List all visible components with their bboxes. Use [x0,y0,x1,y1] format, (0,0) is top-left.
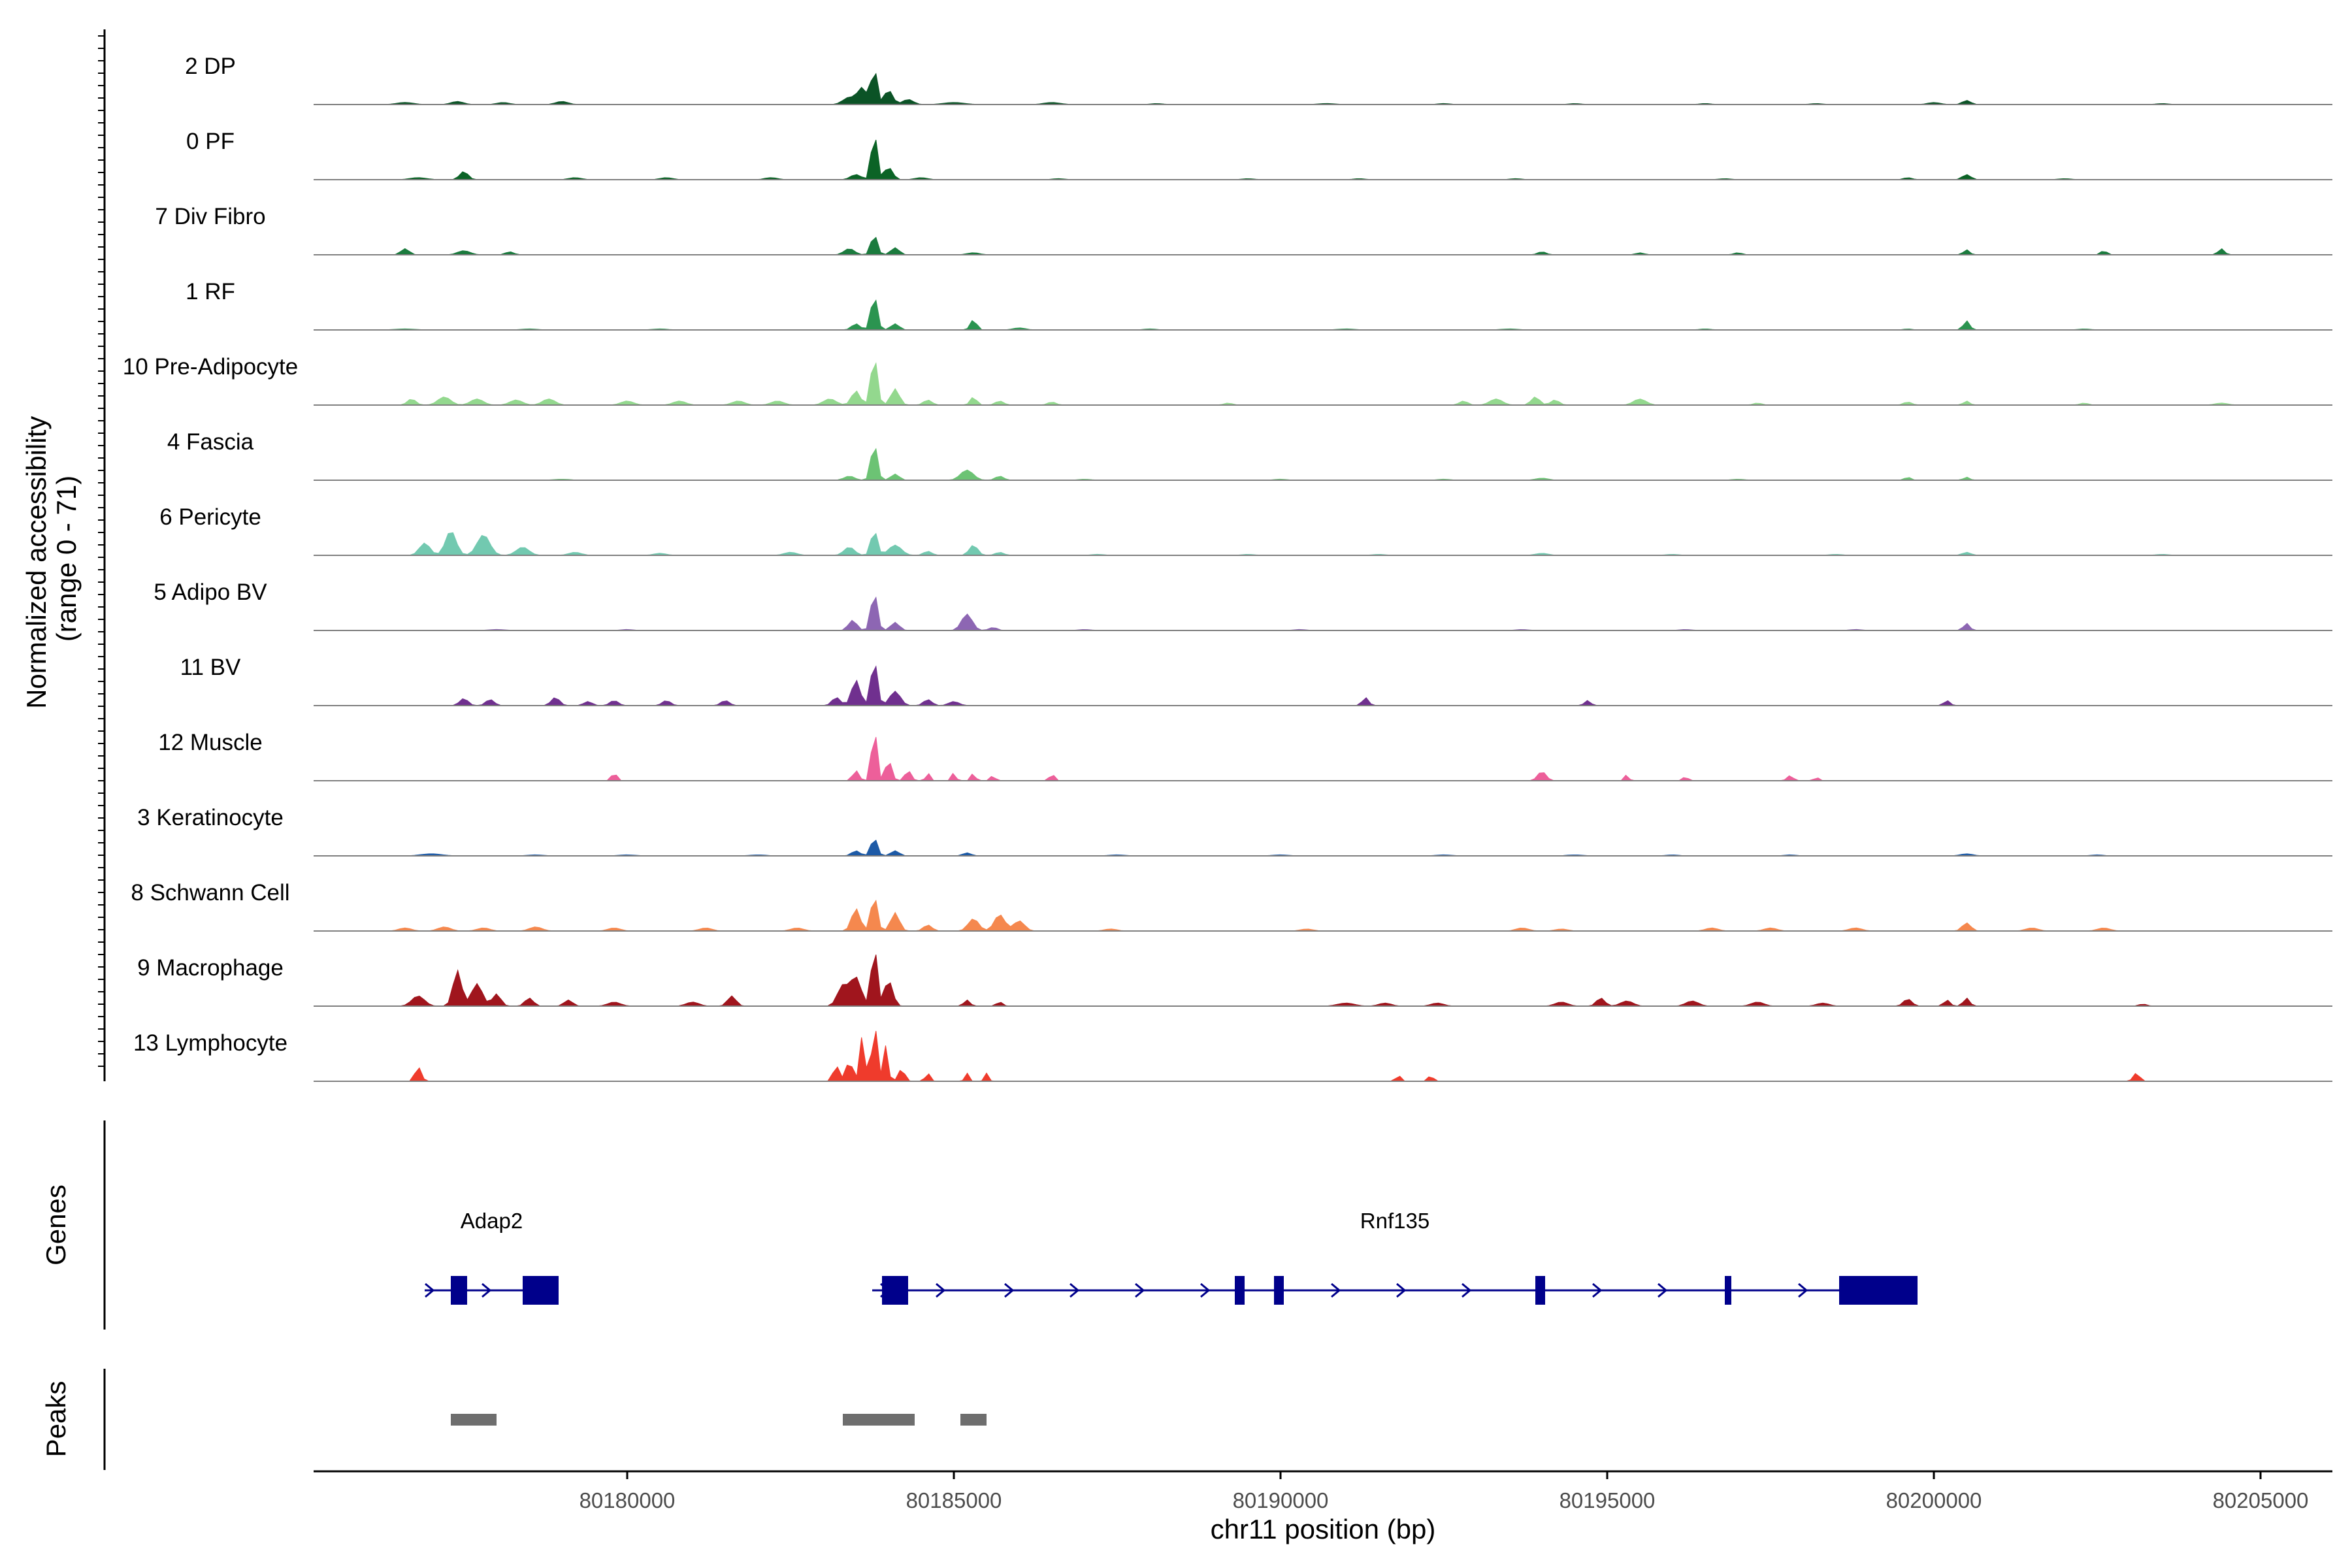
track-label: 6 Pericyte [159,504,261,530]
x-axis-ticks: 80180000 80185000 80190000 80195000 80200000… [580,1471,2309,1512]
strand-arrow [1396,1282,1407,1298]
gene-rnf135: Rnf135 [872,1209,1918,1305]
x-tick-label: 80180000 [580,1488,676,1512]
x-tick-label: 80190000 [1233,1488,1329,1512]
strand-arrow [1592,1282,1603,1298]
x-tick-label: 80205000 [2213,1488,2309,1512]
strand-arrow [1200,1282,1211,1298]
peak-region [960,1414,987,1426]
track-label: 7 Div Fibro [155,204,265,229]
strand-arrow [936,1282,946,1298]
track-label: 10 Pre-Adipocyte [123,354,298,380]
strand-arrow [482,1282,492,1298]
gene-label: Adap2 [461,1209,523,1233]
track-label: 1 RF [186,279,235,304]
x-axis: 80180000 80185000 80190000 80195000 80200000… [314,1470,2332,1544]
peak-region [843,1414,915,1426]
y-axis-title: Normalized accessibility (range 0 - 71) [21,408,82,709]
track-9-macrophage: 9 Macrophage [137,955,2332,1007]
track-label: 8 Schwann Cell [131,880,289,906]
exon [1839,1276,1918,1305]
track-label: 13 Lymphocyte [133,1030,287,1056]
peaks-panel: Peaks [41,1369,987,1470]
coverage-tracks: 2 DP 0 PF 7 Div Fibro 1 RF 10 Pre-Adipocyte 4… [123,54,2332,1082]
track-5-adipo-bv: 5 Adipo BV [154,580,2332,631]
track-label: 9 Macrophage [137,955,284,981]
y-axis-ticks [98,35,105,1067]
axes: Normalized accessibility (range 0 - 71) [21,29,106,1081]
strand-arrow [1798,1282,1808,1298]
track-8-schwann-cell: 8 Schwann Cell [131,880,2332,932]
track-label: 5 Adipo BV [154,580,267,605]
track-11-bv: 11 BV [180,655,2332,706]
track-10-pre-adipocyte: 10 Pre-Adipocyte [123,354,2332,406]
gene-adap2: Adap2 [425,1209,559,1305]
strand-arrow [1135,1282,1145,1298]
track-6-pericyte: 6 Pericyte [159,504,2332,556]
track-3-keratinocyte: 3 Keratinocyte [137,805,2332,857]
x-tick-label: 80185000 [906,1488,1002,1512]
exon [882,1276,908,1305]
genes-panel: Genes Adap2 Rnf135 [41,1120,1918,1330]
exon [1535,1276,1545,1305]
strand-arrow [425,1282,435,1298]
exon [523,1276,559,1305]
genes-panel-label: Genes [41,1184,71,1266]
strand-arrow [1658,1282,1668,1298]
x-axis-title: chr11 position (bp) [1211,1514,1436,1544]
strand-arrow [1070,1282,1080,1298]
y-axis-title-line1: Normalized accessibility [21,416,52,709]
track-1-rf: 1 RF [186,279,2332,331]
track-13-lymphocyte: 13 Lymphocyte [133,1030,2332,1082]
y-axis-title-line2: (range 0 - 71) [51,476,82,642]
gene-label: Rnf135 [1360,1209,1429,1233]
peak-region [451,1414,497,1426]
track-0-pf: 0 PF [186,129,2332,180]
strand-arrow [1004,1282,1015,1298]
track-label: 0 PF [186,129,235,154]
strand-arrow [1462,1282,1472,1298]
track-label: 11 BV [180,655,241,680]
track-label: 4 Fascia [167,429,254,455]
x-tick-label: 80195000 [1560,1488,1656,1512]
track-12-muscle: 12 Muscle [158,730,2332,781]
strand-arrow [1331,1282,1341,1298]
track-7-div-fibro: 7 Div Fibro [155,204,2332,255]
exon [1725,1276,1731,1305]
track-4-fascia: 4 Fascia [167,429,2332,481]
exon [451,1276,467,1305]
exon [1235,1276,1245,1305]
exon [1274,1276,1284,1305]
track-label: 3 Keratinocyte [137,805,284,830]
track-label: 12 Muscle [158,730,263,755]
peaks-panel-label: Peaks [41,1381,71,1458]
track-label: 2 DP [185,54,236,79]
track-2-dp: 2 DP [185,54,2332,105]
x-tick-label: 80200000 [1886,1488,1982,1512]
